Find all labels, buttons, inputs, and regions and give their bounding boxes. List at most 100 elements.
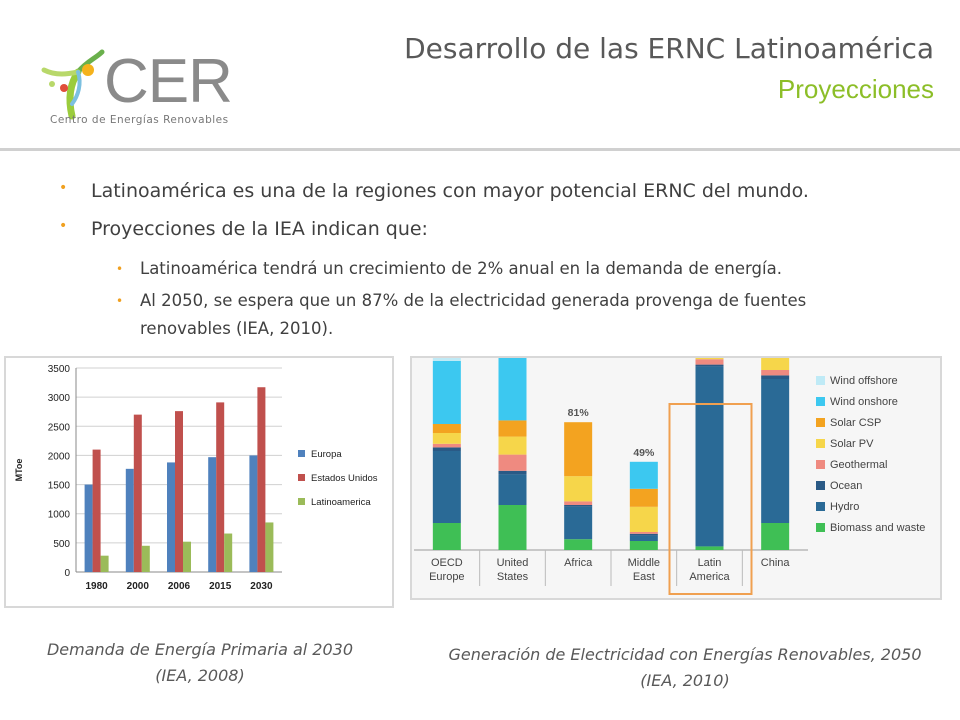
- legend-label: Ocean: [830, 480, 862, 492]
- bullet-dot-icon: •: [59, 180, 68, 196]
- bar-estados-unidos: [92, 449, 101, 572]
- logo-wordmark: CER: [104, 47, 233, 116]
- bullet-text: Proyecciones de la IEA indican que:: [91, 218, 428, 240]
- x-tick-label: Africa: [564, 557, 593, 569]
- legend-label: Solar PV: [830, 438, 874, 450]
- x-tick-label: States: [497, 571, 529, 583]
- legend-label: Estados Unidos: [311, 473, 378, 484]
- legend-swatch: [816, 418, 825, 427]
- stack-segment-solar-pv: [761, 326, 790, 370]
- bar-latinoamerica: [100, 555, 109, 572]
- stack-segment-hydro: [629, 535, 658, 541]
- left-caption-line2: (IEA, 2008): [155, 666, 245, 685]
- legend-label: Latinoamerica: [311, 497, 371, 508]
- sub-bullet-text: renovables (IEA, 2010).: [140, 319, 334, 338]
- renewable-generation-chart-panel: 55%OECDEurope45%UnitedStates81%Africa49%…: [410, 225, 942, 600]
- y-tick-label: 2500: [48, 422, 71, 433]
- left-chart-caption: Demanda de Energía Primaria al 2030 (IEA…: [20, 637, 380, 689]
- y-tick-label: 3500: [48, 364, 71, 375]
- stack-segment-hydro: [695, 366, 724, 547]
- stack-segment-geothermal: [695, 359, 724, 365]
- y-tick-label: 3000: [48, 393, 71, 404]
- x-tick-label: Europe: [429, 571, 464, 583]
- legend-swatch: [816, 397, 825, 406]
- bar-latinoamerica: [141, 545, 150, 572]
- bar-top-label: 49%: [633, 447, 655, 459]
- bullet-dot-icon: •: [116, 262, 124, 276]
- primary-energy-chart: 0 500 1000 1500 2000 2500 3000 3500 MToe 1980 2000…: [14, 364, 378, 592]
- stack-segment-solar-pv: [498, 436, 527, 455]
- stack-segment-solar-csp: [564, 422, 593, 477]
- y-tick-label: 1500: [48, 481, 71, 492]
- x-tick-label: OECD: [431, 557, 463, 569]
- stack-segment-biomass-and-waste: [564, 539, 593, 550]
- bar-estados-unidos: [175, 411, 183, 572]
- sub-bullet-continuation: renovables (IEA, 2010).: [140, 314, 333, 344]
- stack-segment-biomass-and-waste: [498, 505, 527, 550]
- stack-segment-ocean: [432, 447, 461, 451]
- x-tick-label: East: [633, 571, 655, 583]
- right-caption-line2: (IEA, 2010): [640, 671, 730, 690]
- sub-bullet-item: • Al 2050, se espera que un 87% de la el…: [116, 286, 807, 316]
- sub-bullet-item: • Latinoamérica tendrá un crecimiento de…: [116, 254, 782, 284]
- x-tick-label: Latin: [698, 557, 722, 569]
- y-tick-label: 500: [53, 539, 70, 550]
- stack-segment-wind-onshore: [498, 348, 527, 421]
- bar-latinoamerica: [265, 522, 274, 572]
- stack-segment-ocean: [761, 375, 790, 379]
- x-tick-label: 2006: [168, 581, 191, 592]
- bullet-text: Latinoamérica es una de la regiones con …: [91, 180, 809, 202]
- bar-latinoamerica: [224, 533, 233, 572]
- cer-logo: [38, 44, 238, 134]
- bar-estados-unidos: [257, 387, 266, 572]
- primary-energy-chart-panel: 0 500 1000 1500 2000 2500 3000 3500 MToe 1980 2000…: [4, 356, 394, 608]
- y-tick-label: 0: [64, 568, 70, 579]
- legend-label: Wind offshore: [830, 375, 898, 387]
- logo-subtext: Centro de Energías Renovables: [50, 114, 229, 126]
- stack-segment-geothermal: [498, 454, 527, 471]
- legend-swatch: [816, 502, 825, 511]
- bar-europa: [167, 462, 175, 572]
- sub-bullet-text: Al 2050, se espera que un 87% de la elec…: [140, 291, 807, 310]
- stack-segment-solar-pv: [695, 335, 724, 360]
- stack-segment-ocean: [629, 533, 658, 536]
- legend-swatch: [816, 439, 825, 448]
- stack-segment-wind-onshore: [432, 361, 461, 424]
- stack-segment-biomass-and-waste: [432, 523, 461, 550]
- legend-label: Hydro: [830, 501, 859, 513]
- stack-segment-solar-pv: [564, 476, 593, 502]
- legend-label: Europa: [311, 449, 342, 460]
- stack-segment-hydro: [761, 379, 790, 523]
- stack-segment-solar-pv: [629, 506, 658, 532]
- bar-europa: [249, 455, 258, 572]
- x-tick-label: United: [497, 557, 529, 569]
- x-tick-label: America: [689, 571, 730, 583]
- left-caption-line1: Demanda de Energía Primaria al 2030: [46, 640, 354, 659]
- y-axis-label: MToe: [14, 459, 24, 482]
- x-tick-label: Middle: [628, 557, 660, 569]
- legend-swatch: [816, 523, 825, 532]
- legend-label: Solar CSP: [830, 417, 881, 429]
- stack-segment-geothermal: [761, 370, 790, 376]
- header-divider: [0, 148, 960, 151]
- legend-swatch: [816, 481, 825, 490]
- y-tick-label: 2000: [48, 451, 71, 462]
- stack-segment-wind-onshore: [629, 461, 658, 489]
- legend-swatch: [298, 474, 305, 481]
- highlight-box: [668, 403, 753, 595]
- sub-bullet-text: Latinoamérica tendrá un crecimiento de 2…: [140, 259, 782, 278]
- stack-segment-ocean: [695, 364, 724, 367]
- stack-segment-solar-pv: [432, 433, 461, 444]
- stack-segment-solar-csp: [498, 420, 527, 437]
- stack-segment-ocean: [498, 470, 527, 475]
- legend-swatch: [298, 498, 305, 505]
- bullet-item: • Proyecciones de la IEA indican que:: [59, 218, 428, 240]
- stack-segment-ocean: [564, 505, 593, 507]
- stack-segment-biomass-and-waste: [629, 541, 658, 550]
- legend-swatch: [298, 450, 305, 457]
- stack-segment-biomass-and-waste: [761, 523, 790, 550]
- stack-segment-biomass-and-waste: [695, 546, 724, 550]
- bar-latinoamerica: [183, 541, 191, 572]
- legend-swatch: [816, 460, 825, 469]
- bullet-dot-icon: •: [116, 294, 124, 308]
